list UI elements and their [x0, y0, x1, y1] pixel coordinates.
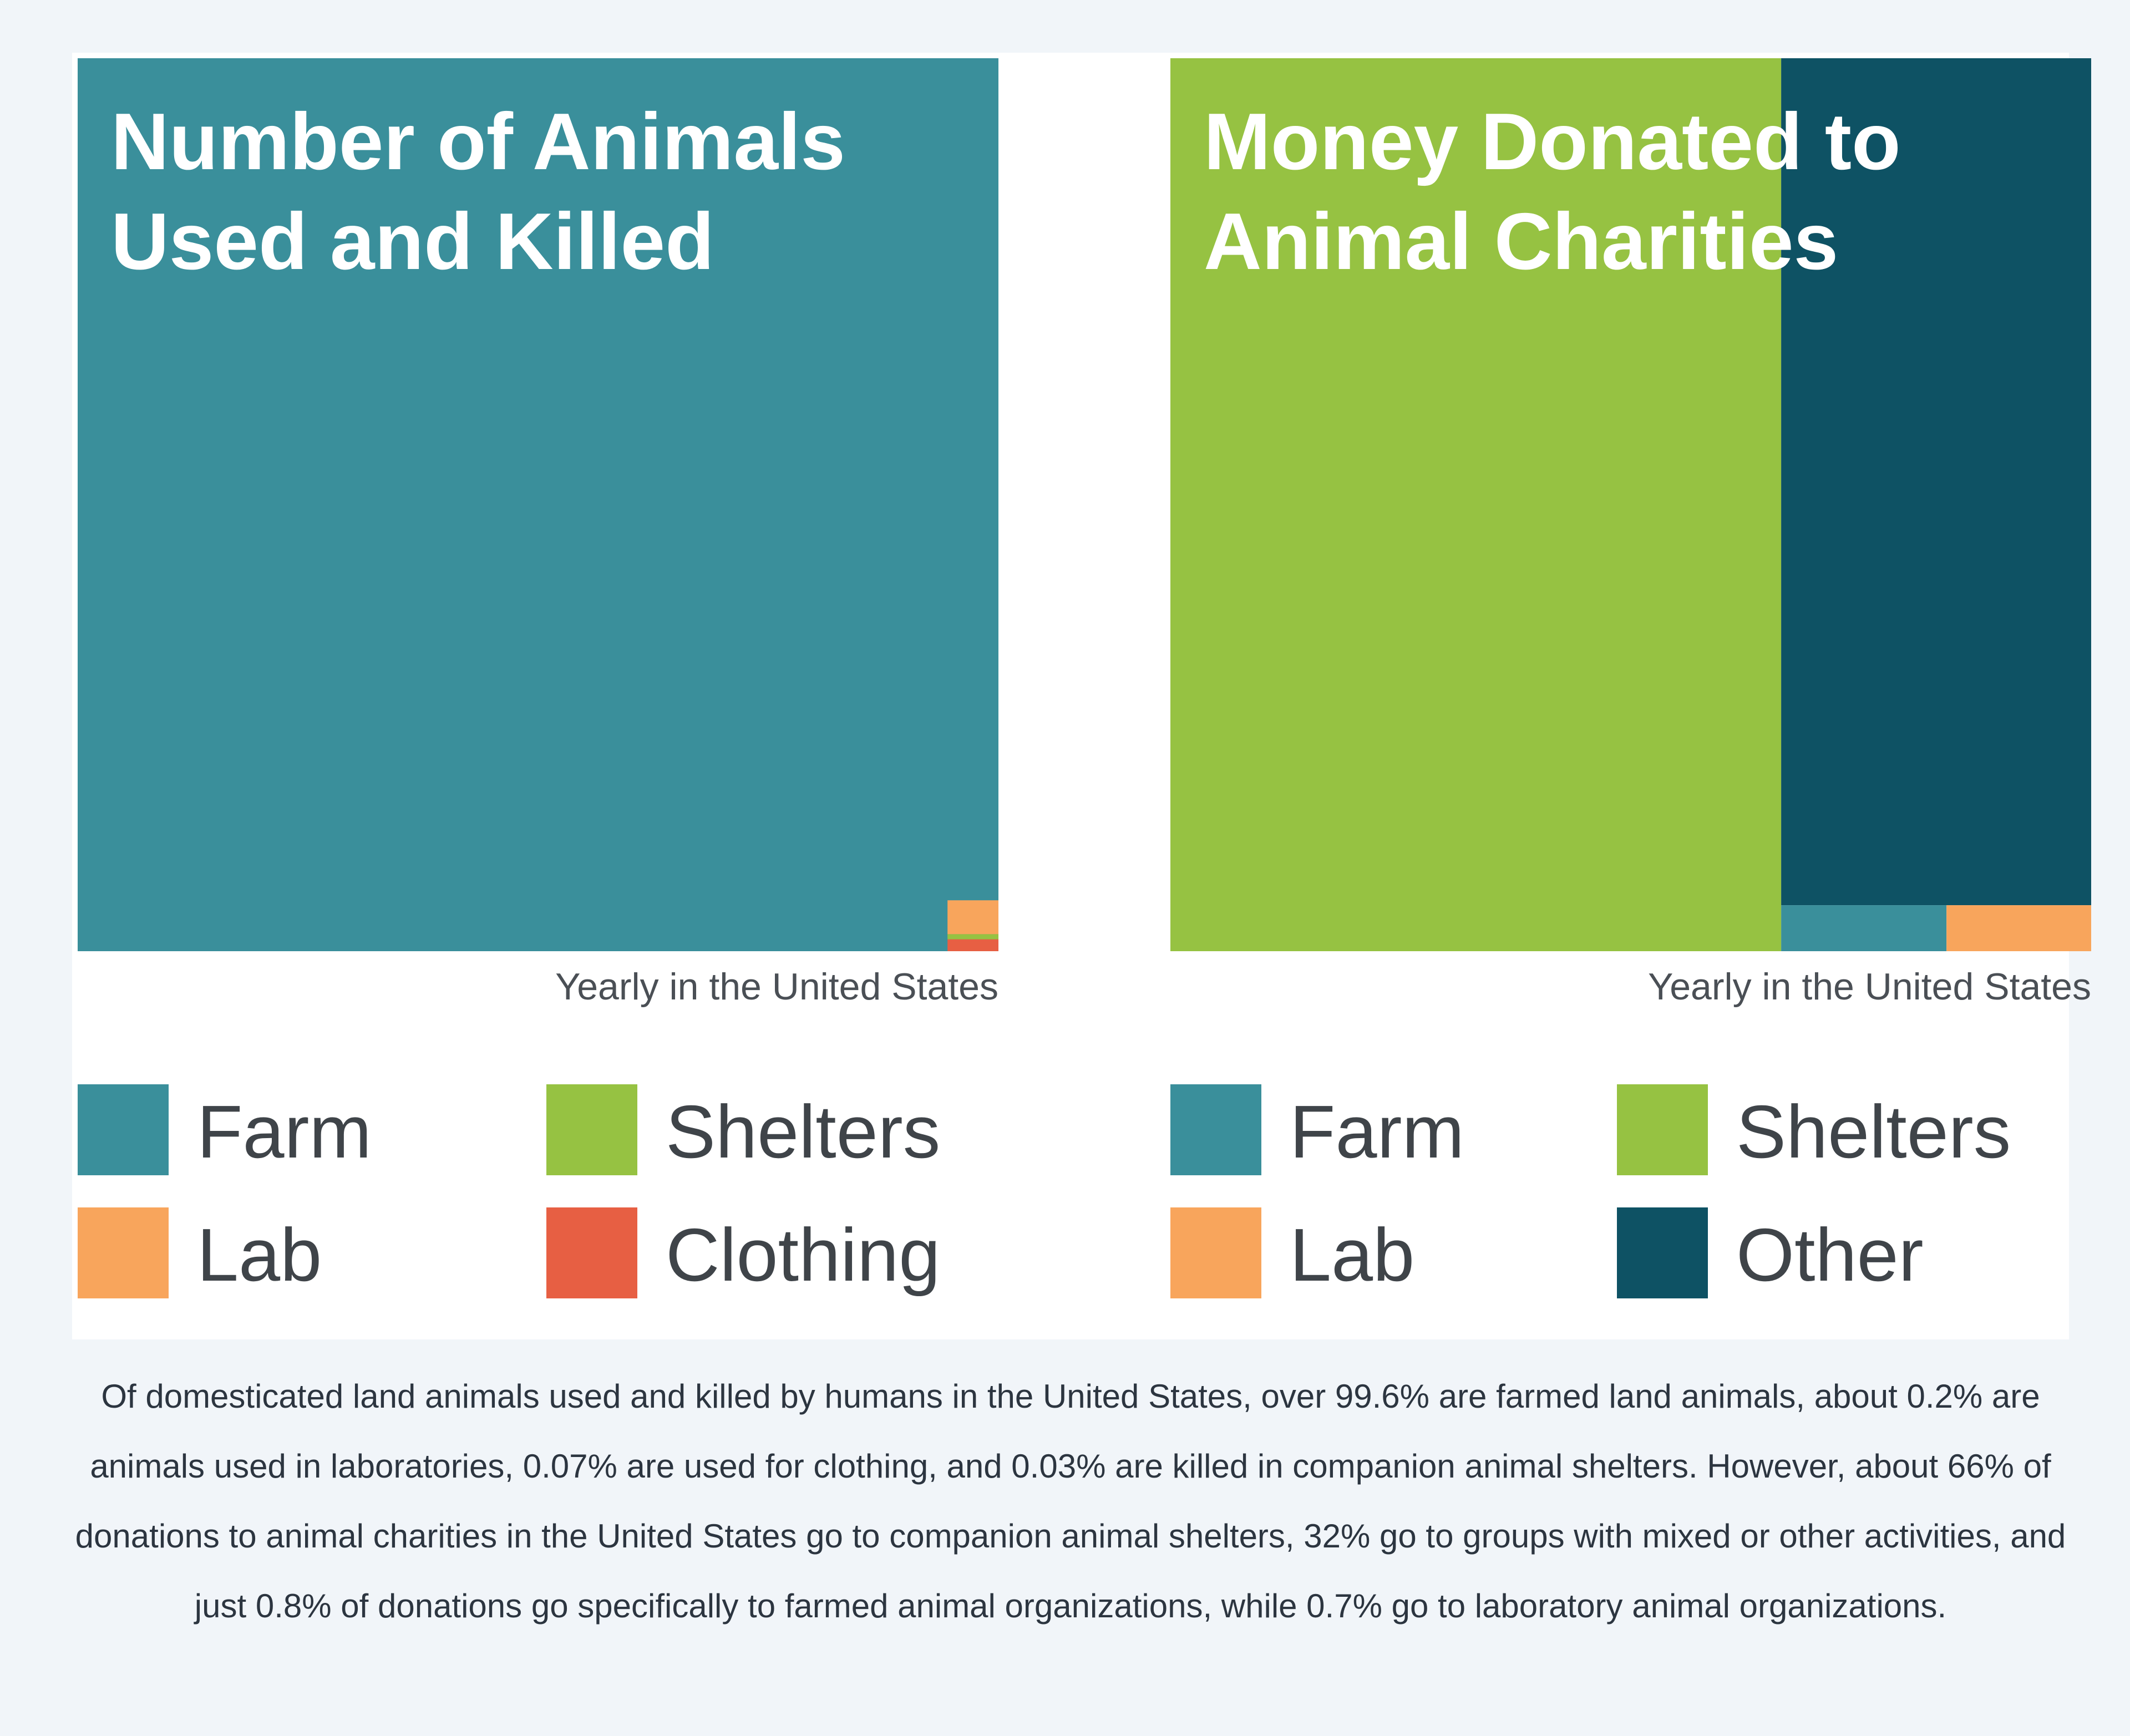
animals-treemap-svg: Farm: 99.6%Lab: 0.2%Shelters: 0.03%Cloth… — [78, 58, 998, 951]
legend-swatch-shelters — [546, 1084, 637, 1175]
legend-label-farm: Farm — [197, 1090, 372, 1174]
legend-swatch-lab — [78, 1207, 169, 1298]
legend-label-farm: Farm — [1290, 1090, 1464, 1174]
legend-swatch-farm — [1170, 1084, 1261, 1175]
legend-label-other: Other — [1736, 1213, 1924, 1297]
treemap-cell-farm: Farm: 0.8% — [1781, 905, 1947, 951]
legend-label-lab: Lab — [197, 1213, 322, 1297]
donations-chart-subtitle: Yearly in the United States — [1648, 966, 2091, 1008]
legend-label-shelters: Shelters — [666, 1090, 941, 1174]
treemap-cell-lab: Lab: 0.2% — [947, 900, 998, 935]
donations-treemap: Shelters: 66%Other: 32%Farm: 0.8%Lab: 0.… — [1170, 58, 2091, 951]
treemap-cell-clothing: Clothing: 0.07% — [947, 939, 998, 951]
treemap-cell-lab: Lab: 0.7% — [1946, 905, 2091, 951]
animals-legend: Farm Shelters Lab Clothing — [78, 1084, 998, 1306]
treemap-cell-farm: Farm: 99.6% — [78, 58, 998, 951]
infographic-card: Farm: 99.6%Lab: 0.2%Shelters: 0.03%Cloth… — [72, 53, 2091, 1339]
treemap-cell-other: Other: 32% — [1781, 58, 2091, 906]
legend-swatch-shelters — [1617, 1084, 1708, 1175]
treemap-cell-shelters: Shelters: 0.03% — [947, 934, 998, 940]
legend-swatch-farm — [78, 1084, 169, 1175]
chart-caption: Of domesticated land animals used and ki… — [75, 1378, 2066, 1625]
legend-swatch-other — [1617, 1207, 1708, 1298]
animals-treemap: Farm: 99.6%Lab: 0.2%Shelters: 0.03%Cloth… — [78, 58, 998, 951]
legend-label-clothing: Clothing — [666, 1213, 941, 1297]
legend-label-lab: Lab — [1290, 1213, 1415, 1297]
legend-swatch-lab — [1170, 1207, 1261, 1298]
treemap-cell-shelters: Shelters: 66% — [1170, 58, 1782, 951]
legend-swatch-clothing — [546, 1207, 637, 1298]
legend-label-shelters: Shelters — [1736, 1090, 2011, 1174]
donations-legend: Farm Shelters Lab Other — [1170, 1084, 2091, 1306]
donations-treemap-svg: Shelters: 66%Other: 32%Farm: 0.8%Lab: 0.… — [1170, 58, 2091, 951]
animals-chart-subtitle: Yearly in the United States — [555, 966, 998, 1008]
